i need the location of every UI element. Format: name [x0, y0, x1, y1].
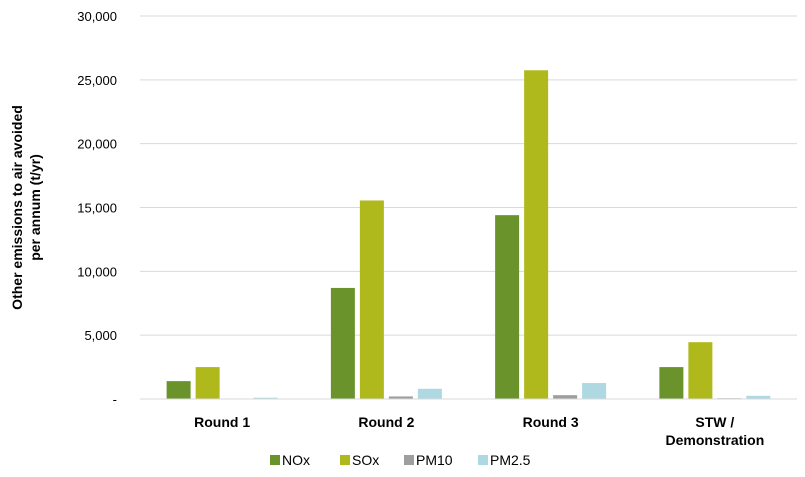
- y-axis-label: Other emissions to air avoided per annum …: [9, 105, 43, 310]
- bar-nox: [495, 215, 520, 399]
- bar-sox: [688, 342, 713, 399]
- legend-swatch: [478, 455, 488, 465]
- bar-pm25: [582, 383, 607, 399]
- x-category-label: Round 3: [523, 414, 579, 430]
- gridlines: [140, 15, 797, 336]
- legend-label: NOx: [282, 452, 310, 468]
- bar-sox: [524, 70, 549, 399]
- x-category-label: Round 2: [358, 414, 414, 430]
- bar-pm25: [746, 395, 771, 399]
- y-tick-label: 10,000: [77, 264, 117, 279]
- y-tick-label: 20,000: [77, 137, 117, 152]
- legend-label: SOx: [352, 452, 379, 468]
- y-tick-label: 30,000: [77, 9, 117, 24]
- y-tick-label: 15,000: [77, 201, 117, 216]
- legend-label: PM10: [416, 452, 453, 468]
- legend-label: PM2.5: [490, 452, 531, 468]
- y-tick-label: -: [113, 392, 117, 407]
- x-category-label: Round 1: [194, 414, 250, 430]
- bar-pm10: [388, 396, 413, 399]
- bar-pm25: [253, 397, 278, 399]
- y-axis-ticks: - 5,000 10,000 15,000 20,000 25,000 30,000: [77, 9, 117, 407]
- x-category-label: STW / Demonstration: [665, 414, 764, 448]
- bars: [166, 70, 771, 399]
- bar-nox: [659, 367, 684, 399]
- bar-sox: [359, 200, 384, 399]
- category-labels: Round 1 Round 2 Round 3 STW / Demonstration: [194, 414, 764, 448]
- bar-nox: [330, 287, 355, 399]
- legend-swatch: [340, 455, 350, 465]
- bar-nox: [166, 381, 191, 399]
- bar-pm10: [553, 395, 578, 399]
- legend-swatch: [270, 455, 280, 465]
- bar-sox: [195, 367, 220, 399]
- y-tick-label: 5,000: [84, 328, 117, 343]
- y-tick-label: 25,000: [77, 73, 117, 88]
- bar-pm25: [417, 388, 442, 399]
- legend: NOx SOx PM10 PM2.5: [270, 452, 531, 468]
- legend-swatch: [404, 455, 414, 465]
